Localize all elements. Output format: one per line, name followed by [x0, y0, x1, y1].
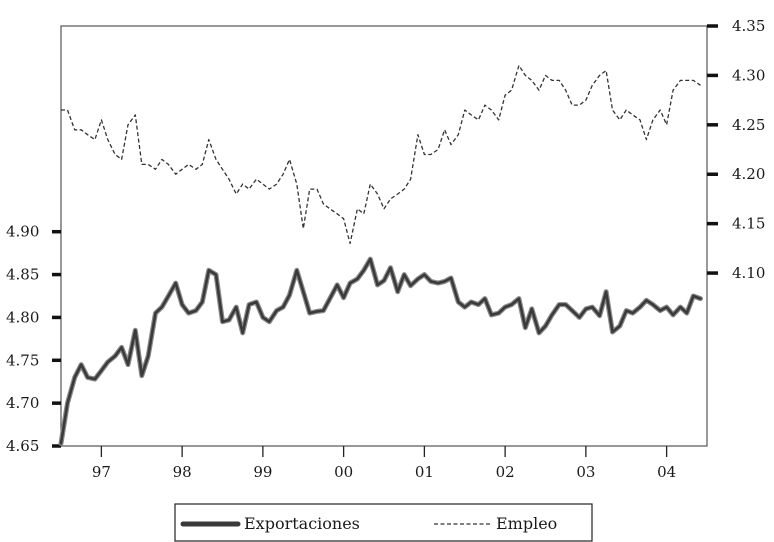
y-right-tick-label: 4.20 [732, 165, 765, 183]
legend-box [174, 503, 593, 542]
series-line-exportaciones [59, 257, 702, 445]
legend: Exportaciones Empleo [174, 503, 593, 542]
legend-label-exportaciones: Exportaciones [244, 514, 360, 533]
x-tick-label: 03 [576, 463, 595, 481]
y-right-tick-label: 4.25 [732, 116, 765, 134]
y-right-tick-label: 4.30 [732, 66, 765, 84]
y-left-tick-label: 4.85 [6, 266, 39, 284]
y-right-tick-label: 4.35 [732, 17, 765, 35]
x-tick-label: 04 [657, 463, 676, 481]
x-tick-label: 00 [334, 463, 353, 481]
y-left-tick-label: 4.80 [6, 308, 39, 326]
y-left-tick-label: 4.65 [6, 437, 39, 455]
y-right-tick-label: 4.10 [732, 264, 765, 282]
x-tick-label: 99 [253, 463, 272, 481]
y-axis-left: 4.65 4.70 4.75 4.80 4.85 4.90 [6, 223, 61, 455]
y-left-tick-label: 4.75 [6, 351, 39, 369]
plot-frame [60, 25, 708, 447]
legend-label-empleo: Empleo [496, 514, 557, 533]
y-right-tick-label: 4.15 [732, 215, 765, 233]
x-tick-label: 98 [173, 463, 192, 481]
x-tick-label: 01 [415, 463, 434, 481]
x-axis: 97 98 99 00 01 02 03 04 [92, 446, 676, 481]
y-left-tick-label: 4.70 [6, 394, 39, 412]
y-left-tick-label: 4.90 [6, 223, 39, 241]
x-tick-label: 02 [496, 463, 515, 481]
y-axis-right: 4.10 4.15 4.20 4.25 4.30 4.35 [707, 17, 765, 282]
series-line-empleo [61, 64, 701, 245]
x-tick-label: 97 [92, 463, 111, 481]
series-layer [58, 64, 703, 446]
